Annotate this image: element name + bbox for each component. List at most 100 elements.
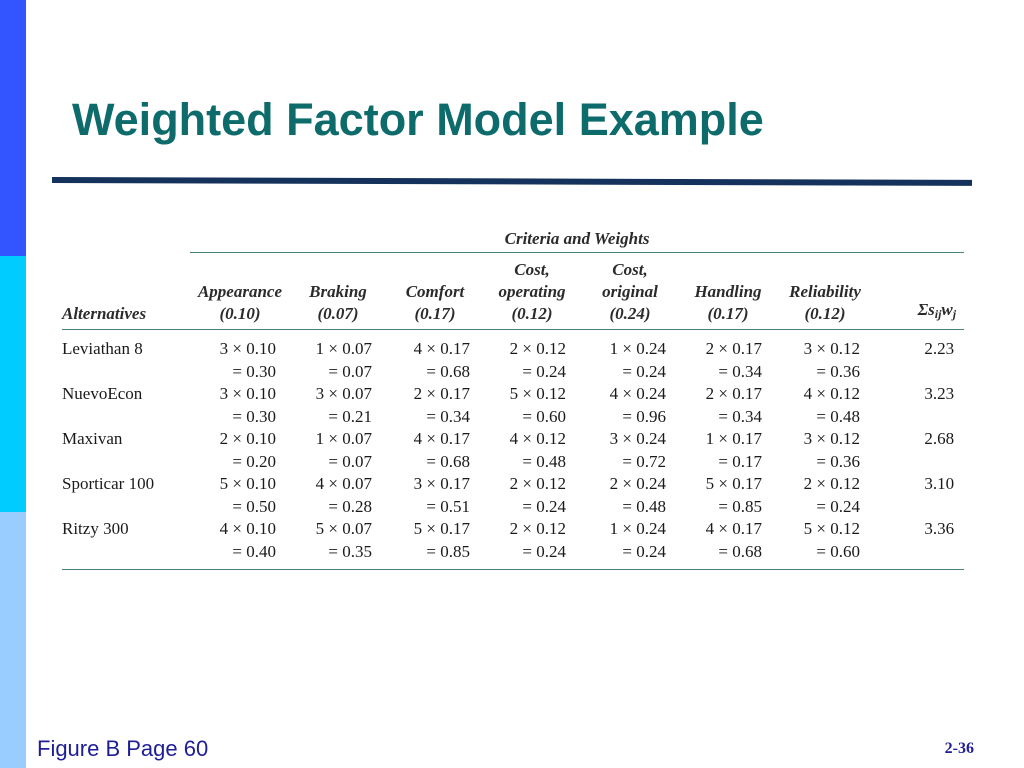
score-product: 3 × 0.07: [315, 384, 372, 403]
score-product: 5 × 0.17: [413, 519, 470, 538]
criterion-header-line: (0.24): [609, 304, 651, 323]
sum-symbol: Σs: [917, 300, 935, 319]
table-row: Leviathan 8 3 × 0.10 = 0.30 1 × 0.07 = 0.07 4…: [62, 330, 964, 384]
score-cell: 1 × 0.17 = 0.17: [680, 428, 776, 473]
score-result: = 0.96: [622, 406, 666, 426]
score-product: 3 × 0.12: [803, 339, 860, 358]
sum-weight-symbol: w: [941, 300, 953, 319]
alternative-name: Leviathan 8: [62, 339, 143, 358]
score-product: 1 × 0.24: [609, 519, 666, 538]
sum-subscript-ij: ij: [934, 307, 942, 321]
table-row: Ritzy 300 4 × 0.10 = 0.40 5 × 0.07 = 0.35 5 ×…: [62, 518, 965, 570]
score-cell: 3 × 0.10 = 0.30: [190, 383, 290, 428]
score-product: 3 × 0.10: [219, 384, 276, 403]
score-cell: 5 × 0.12 = 0.60: [484, 383, 580, 428]
score-cell: 4 × 0.17 = 0.68: [680, 518, 776, 570]
criterion-header-line: operating: [498, 282, 566, 301]
score-result: = 0.68: [718, 541, 762, 561]
sidebar-stripe-top: [0, 0, 26, 256]
criterion-header-line: (0.17): [414, 304, 456, 323]
score-result: = 0.24: [522, 541, 566, 561]
score-cell: 2 × 0.10 = 0.20: [190, 428, 290, 473]
score-result: = 0.85: [718, 496, 762, 516]
score-result: = 0.50: [232, 496, 276, 516]
score-result: = 0.68: [426, 451, 470, 471]
score-result: = 0.24: [522, 361, 566, 381]
score-cell: 5 × 0.17 = 0.85: [386, 518, 484, 570]
criterion-header-line: (0.10): [219, 304, 261, 323]
criterion-header: Cost, original (0.24): [580, 252, 680, 330]
score-cell: 5 × 0.12 = 0.60: [776, 518, 874, 570]
score-cell: 3 × 0.24 = 0.72: [580, 428, 680, 473]
criterion-header-line: Reliability: [789, 282, 861, 301]
score-product: 4 × 0.07: [315, 474, 372, 493]
score-product: 3 × 0.24: [609, 429, 666, 448]
slide-number: 2-36: [944, 740, 974, 757]
score-result: = 0.68: [426, 361, 470, 381]
score-result: = 0.36: [816, 361, 860, 381]
weighted-sum-header: Σsijwj: [874, 252, 965, 330]
table-row: Maxivan 2 × 0.10 = 0.20 1 × 0.07 = 0.07 4 × 0…: [62, 428, 964, 473]
figure-reference: Figure B Page 60: [37, 736, 209, 761]
alternative-name: Sporticar 100: [62, 474, 155, 493]
score-cell: 3 × 0.12 = 0.36: [776, 330, 874, 384]
criteria-group-row: Criteria and Weights: [62, 226, 965, 253]
alternative-name: NuevoEcon: [62, 384, 143, 403]
score-product: 2 × 0.10: [219, 429, 276, 448]
score-product: 2 × 0.17: [413, 384, 470, 403]
score-cell: 2 × 0.17 = 0.34: [680, 383, 776, 428]
score-product: 4 × 0.10: [219, 519, 276, 538]
score-cell: 4 × 0.12 = 0.48: [484, 428, 580, 473]
score-result: = 0.17: [718, 451, 762, 471]
score-cell: 3 × 0.10 = 0.30: [190, 330, 290, 384]
score-product: 4 × 0.24: [609, 384, 666, 403]
score-result: = 0.48: [622, 496, 666, 516]
score-result: = 0.24: [622, 361, 666, 381]
score-cell: 2 × 0.12 = 0.24: [776, 473, 874, 518]
score-result: = 0.60: [522, 406, 566, 426]
score-result: = 0.34: [718, 406, 762, 426]
score-product: 1 × 0.07: [315, 339, 372, 358]
score-cell: 1 × 0.24 = 0.24: [580, 518, 680, 570]
score-result: = 0.60: [816, 541, 860, 561]
score-product: 2 × 0.12: [509, 339, 566, 358]
score-cell: 4 × 0.17 = 0.68: [386, 330, 484, 384]
table-row: Sporticar 100 5 × 0.10 = 0.50 4 × 0.07 = 0.2…: [62, 473, 964, 518]
score-result: = 0.35: [328, 541, 372, 561]
weighted-total: 3.36: [874, 518, 965, 570]
score-cell: 2 × 0.17 = 0.34: [386, 383, 484, 428]
score-result: = 0.28: [328, 496, 372, 516]
score-product: 3 × 0.17: [413, 474, 470, 493]
sidebar-stripe-bottom: [0, 512, 26, 768]
score-result: = 0.24: [622, 541, 666, 561]
score-product: 5 × 0.10: [219, 474, 276, 493]
criterion-header: Handling (0.17): [680, 252, 776, 330]
score-product: 3 × 0.12: [803, 429, 860, 448]
score-cell: 4 × 0.24 = 0.96: [580, 383, 680, 428]
score-product: 4 × 0.17: [413, 429, 470, 448]
column-header-row: Alternatives Appearance (0.10) Braking (0.…: [62, 252, 965, 330]
score-cell: 1 × 0.07 = 0.07: [290, 428, 386, 473]
figure-table-container: Criteria and Weights Alternatives Appear…: [62, 226, 965, 570]
score-result: = 0.20: [232, 451, 276, 471]
score-product: 2 × 0.17: [705, 339, 762, 358]
criterion-header: Reliability (0.12): [776, 252, 874, 330]
score-product: 2 × 0.17: [705, 384, 762, 403]
criteria-group-header: Criteria and Weights: [190, 226, 965, 253]
weighted-factor-table: Criteria and Weights Alternatives Appear…: [62, 226, 965, 570]
criterion-header-line: (0.17): [707, 304, 749, 323]
score-result: = 0.40: [232, 541, 276, 561]
alternative-name: Maxivan: [62, 429, 123, 448]
criterion-header-line: Appearance: [197, 282, 283, 301]
score-result: = 0.51: [426, 496, 470, 516]
score-product: 5 × 0.12: [509, 384, 566, 403]
criterion-header: Cost, operating (0.12): [484, 252, 580, 330]
score-result: = 0.24: [522, 496, 566, 516]
table-row: NuevoEcon 3 × 0.10 = 0.30 3 × 0.07 = 0.21 2 ×…: [62, 383, 964, 428]
criterion-header-line: Handling: [694, 282, 762, 301]
criterion-header-line: Cost,: [612, 260, 648, 279]
score-result: = 0.48: [816, 406, 860, 426]
score-product: 4 × 0.17: [413, 339, 470, 358]
criterion-header-line: (0.07): [317, 304, 359, 323]
